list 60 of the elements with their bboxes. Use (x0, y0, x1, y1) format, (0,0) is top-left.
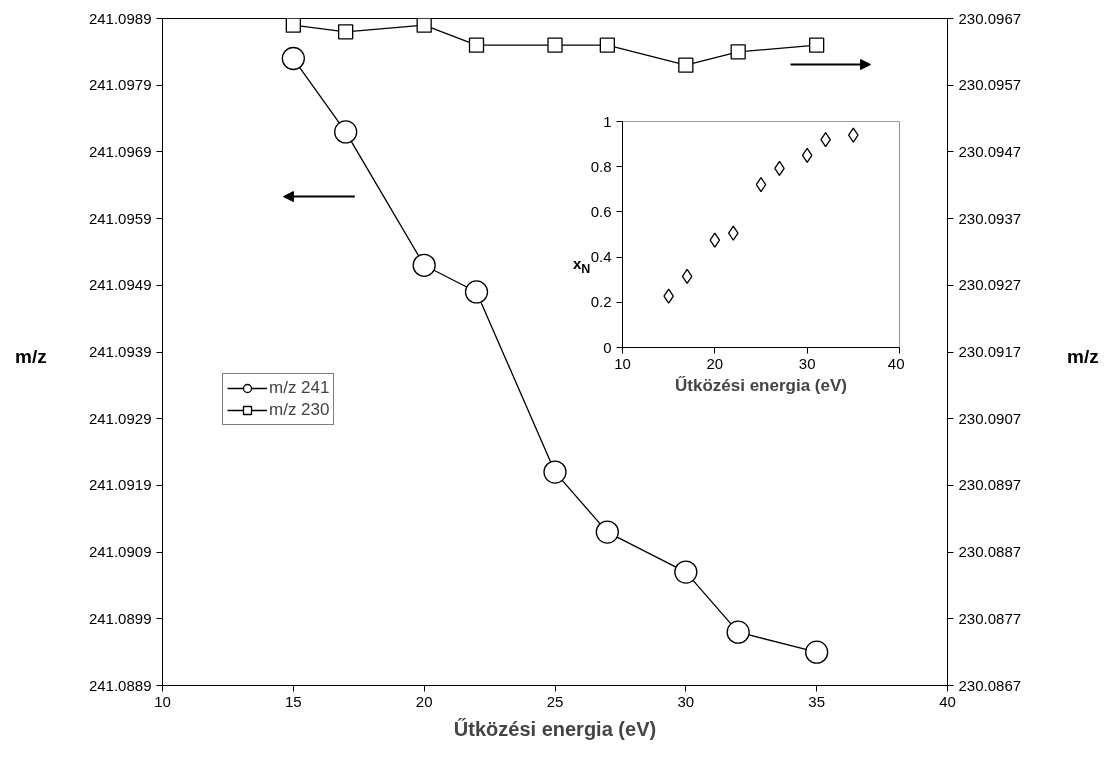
x-tick-label: 15 (284, 692, 302, 710)
y2-tick-label: 230.0957 (958, 76, 1022, 94)
point (755, 176, 767, 193)
x-tick-label: 40 (887, 354, 905, 372)
y-tick-label: 241.0899 (88, 609, 152, 627)
x-tick-label: 10 (614, 354, 631, 372)
point (334, 120, 358, 144)
point (595, 520, 619, 544)
y2-tick-label: 230.0897 (958, 476, 1022, 494)
y-tick-label: 241.0959 (88, 209, 152, 227)
x-axis-title: Űtközési energia (eV) (675, 375, 847, 395)
point (726, 620, 750, 644)
y-tick-label: 0 (603, 338, 612, 356)
point (727, 225, 739, 241)
y-tick-label: 241.0909 (88, 543, 152, 561)
point (543, 460, 567, 484)
x-axis-title: Űtközési energia (eV) (453, 717, 657, 740)
y-tick-label: 0.2 (590, 293, 612, 311)
y2-tick-label: 230.0917 (958, 343, 1022, 360)
y-tick-label: 241.0939 (88, 343, 152, 360)
x-tick-label: 10 (154, 692, 171, 710)
point (464, 280, 489, 304)
y-tick-label: 0.8 (590, 157, 612, 175)
y-tick-label: 0.4 (590, 248, 612, 266)
legend-label: m/z 241 (269, 378, 330, 398)
x-tick-label: 30 (677, 692, 695, 710)
y-tick-label: 241.0979 (88, 76, 152, 94)
y2-tick-label: 230.0877 (958, 609, 1022, 627)
point (709, 232, 721, 248)
point (281, 46, 305, 71)
y-tick-label: 241.0889 (88, 676, 152, 694)
y2-tick-label: 230.0947 (958, 142, 1022, 160)
y2-tick-label: 230.0937 (958, 209, 1022, 227)
y-tick-label: 241.0919 (88, 476, 152, 494)
x-tick-label: 20 (415, 692, 433, 710)
y2-tick-label: 230.0927 (958, 276, 1022, 294)
y-axis-title: m/z (15, 345, 47, 369)
point (801, 147, 813, 164)
y-axis-title: x$_{N}$ (573, 254, 591, 278)
y-tick-label: 241.0949 (88, 276, 152, 294)
x-tick-label: 35 (808, 692, 826, 710)
y-tick-label: 1 (603, 112, 612, 130)
x-tick-label: 40 (939, 692, 956, 710)
y2-tick-label: 230.0867 (958, 676, 1022, 694)
y-tick-label: 241.0989 (88, 9, 152, 27)
point (412, 253, 436, 277)
y-tick-label: 241.0969 (88, 142, 152, 160)
legend-label: m/z 230 (269, 400, 330, 420)
y-tick-label: 0.6 (590, 202, 612, 220)
y2-tick-label: 230.0907 (958, 409, 1022, 427)
point (674, 560, 698, 584)
point (805, 640, 829, 664)
y-tick-label: 241.0929 (88, 409, 152, 427)
x-tick-label: 30 (798, 354, 816, 372)
y2-tick-label: 230.0967 (958, 9, 1022, 27)
y2-tick-label: 230.0887 (958, 543, 1022, 561)
x-tick-label: 25 (546, 692, 564, 710)
point (681, 268, 693, 284)
y2-axis-title: m/z (1067, 345, 1099, 369)
x-tick-label: 20 (706, 354, 724, 372)
